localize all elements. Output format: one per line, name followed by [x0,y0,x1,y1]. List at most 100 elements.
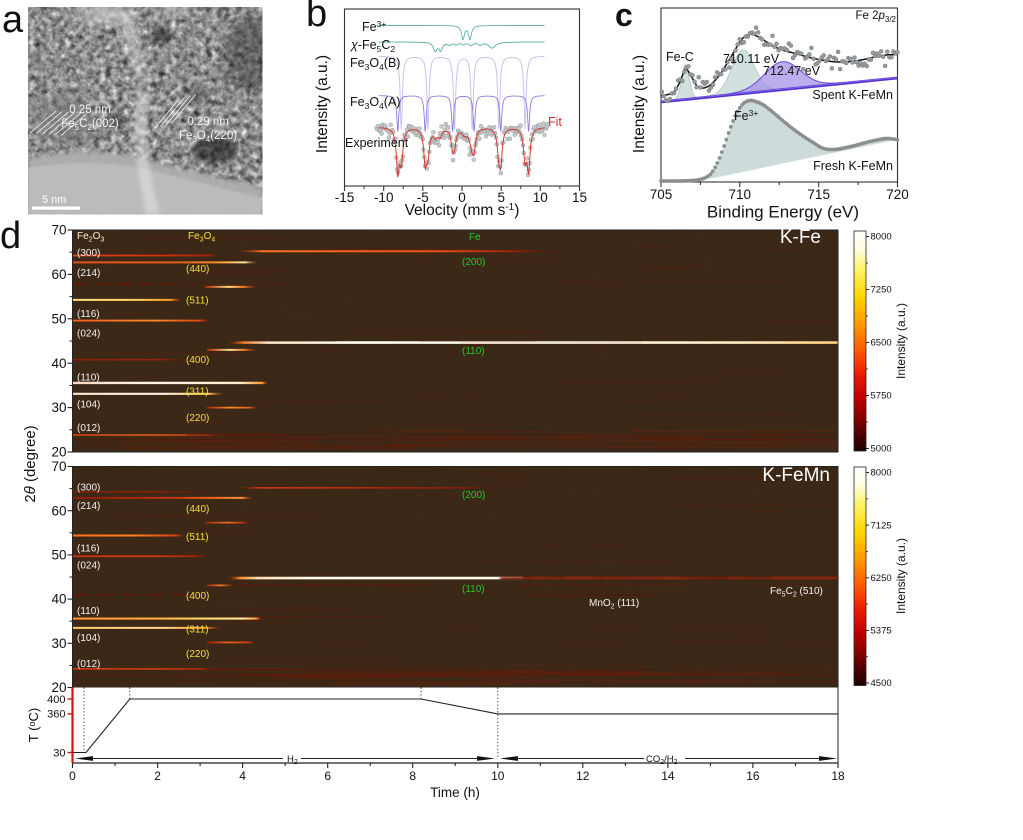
svg-text:10: 10 [491,769,505,783]
svg-text:(012): (012) [77,423,100,434]
svg-text:(116): (116) [77,309,100,320]
svg-text:15: 15 [572,190,587,205]
svg-text:CO2/H2: CO2/H2 [646,754,678,766]
svg-text:K-FeMn: K-FeMn [762,465,830,486]
svg-text:(104): (104) [77,633,100,644]
svg-text:Fe3+: Fe3+ [362,19,386,34]
svg-text:(110): (110) [462,346,485,357]
svg-text:(400): (400) [186,591,209,602]
svg-text:(214): (214) [77,268,100,279]
svg-text:8000: 8000 [871,232,892,243]
svg-text:(116): (116) [77,544,100,555]
svg-text:20: 20 [51,445,66,460]
svg-text:50: 50 [51,548,66,563]
svg-text:2: 2 [154,769,161,783]
svg-text:16: 16 [746,769,760,783]
svg-text:5 nm: 5 nm [42,194,66,206]
svg-text:710.11 eV: 710.11 eV [723,52,780,66]
svg-text:Fe 2p3/2: Fe 2p3/2 [855,10,896,24]
svg-text:Fe3O4(B): Fe3O4(B) [350,56,400,72]
svg-text:60: 60 [51,503,66,518]
svg-text:(300): (300) [77,483,100,494]
svg-text:70: 70 [51,459,66,474]
svg-text:20: 20 [51,680,66,695]
svg-text:Intensity (a.u.): Intensity (a.u.) [314,55,331,153]
svg-text:(511): (511) [186,532,209,543]
svg-text:60: 60 [51,267,66,282]
svg-text:8: 8 [409,769,416,783]
svg-text:-10: -10 [374,190,394,205]
svg-text:Fresh K-FeMn: Fresh K-FeMn [813,159,893,173]
svg-text:b: b [306,0,327,35]
svg-text:7125: 7125 [871,520,892,531]
svg-text:0.29 nm: 0.29 nm [187,116,229,128]
svg-text:c: c [615,0,633,33]
svg-text:(311): (311) [186,625,209,636]
svg-text:Fe2O3: Fe2O3 [77,231,104,244]
svg-text:360: 360 [47,709,65,721]
svg-text:H2: H2 [287,754,298,766]
svg-text:(024): (024) [77,329,100,340]
svg-text:10: 10 [533,190,548,205]
svg-text:720: 720 [886,187,909,202]
svg-text:Velocity (mm s-1): Velocity (mm s-1) [405,202,520,219]
svg-text:Time (h): Time (h) [430,785,480,800]
svg-text:MnO2 (111): MnO2 (111) [589,598,639,611]
svg-text:50: 50 [51,311,66,326]
svg-text:(311): (311) [186,387,209,398]
svg-text:5750: 5750 [871,391,892,402]
svg-text:Intensity (a.u.): Intensity (a.u.) [894,303,908,379]
svg-text:7250: 7250 [871,285,892,296]
svg-text:(110): (110) [77,606,100,617]
svg-text:K-Fe: K-Fe [780,227,821,248]
svg-text:(440): (440) [186,504,209,515]
svg-text:712.47 eV: 712.47 eV [763,64,821,78]
svg-text:(214): (214) [77,501,100,512]
svg-text:400: 400 [47,694,65,706]
svg-text:Fit: Fit [548,115,562,129]
svg-text:14: 14 [661,769,675,783]
svg-text:Fe5C2 (510): Fe5C2 (510) [770,586,823,599]
svg-text:-15: -15 [335,190,355,205]
svg-text:715: 715 [807,187,830,202]
svg-text:5: 5 [497,190,505,205]
svg-text:T (oC): T (oC) [26,708,41,742]
svg-text:2θ (degree): 2θ (degree) [22,425,39,502]
svg-text:(110): (110) [77,373,100,384]
svg-text:(200): (200) [462,490,485,501]
svg-text:(024): (024) [77,561,100,572]
svg-text:Fe3O4: Fe3O4 [188,231,215,244]
svg-text:(104): (104) [77,400,100,411]
svg-text:Spent K-FeMn: Spent K-FeMn [812,88,893,102]
svg-text:Intensity (a.u.): Intensity (a.u.) [894,538,908,614]
svg-text:-5: -5 [417,190,429,205]
svg-text:(440): (440) [186,264,209,275]
svg-text:(220): (220) [186,413,209,424]
svg-text:(300): (300) [77,248,100,259]
svg-text:6: 6 [324,769,331,783]
svg-text:χ-Fe5C2: χ-Fe5C2 [350,38,395,54]
svg-text:(110): (110) [462,584,485,595]
svg-text:6250: 6250 [871,573,892,584]
svg-text:4500: 4500 [871,678,892,689]
svg-text:4: 4 [239,769,246,783]
svg-text:6500: 6500 [871,338,892,349]
svg-text:12: 12 [576,769,590,783]
svg-text:0: 0 [458,190,466,205]
svg-text:5000: 5000 [871,444,892,455]
svg-text:a: a [2,0,24,41]
svg-text:0.25 nm: 0.25 nm [69,104,111,116]
svg-text:(511): (511) [186,296,209,307]
svg-text:(200): (200) [462,257,485,268]
svg-text:d: d [0,215,21,257]
svg-text:(400): (400) [186,355,209,366]
svg-text:70: 70 [51,223,66,238]
svg-text:(012): (012) [77,659,100,670]
svg-text:30: 30 [51,636,66,651]
svg-text:5375: 5375 [871,626,892,637]
svg-text:18: 18 [831,769,845,783]
svg-text:Intensity (a.u.): Intensity (a.u.) [631,55,648,153]
svg-text:Experiment: Experiment [345,136,409,150]
svg-text:8000: 8000 [871,468,892,479]
svg-text:0: 0 [69,769,76,783]
